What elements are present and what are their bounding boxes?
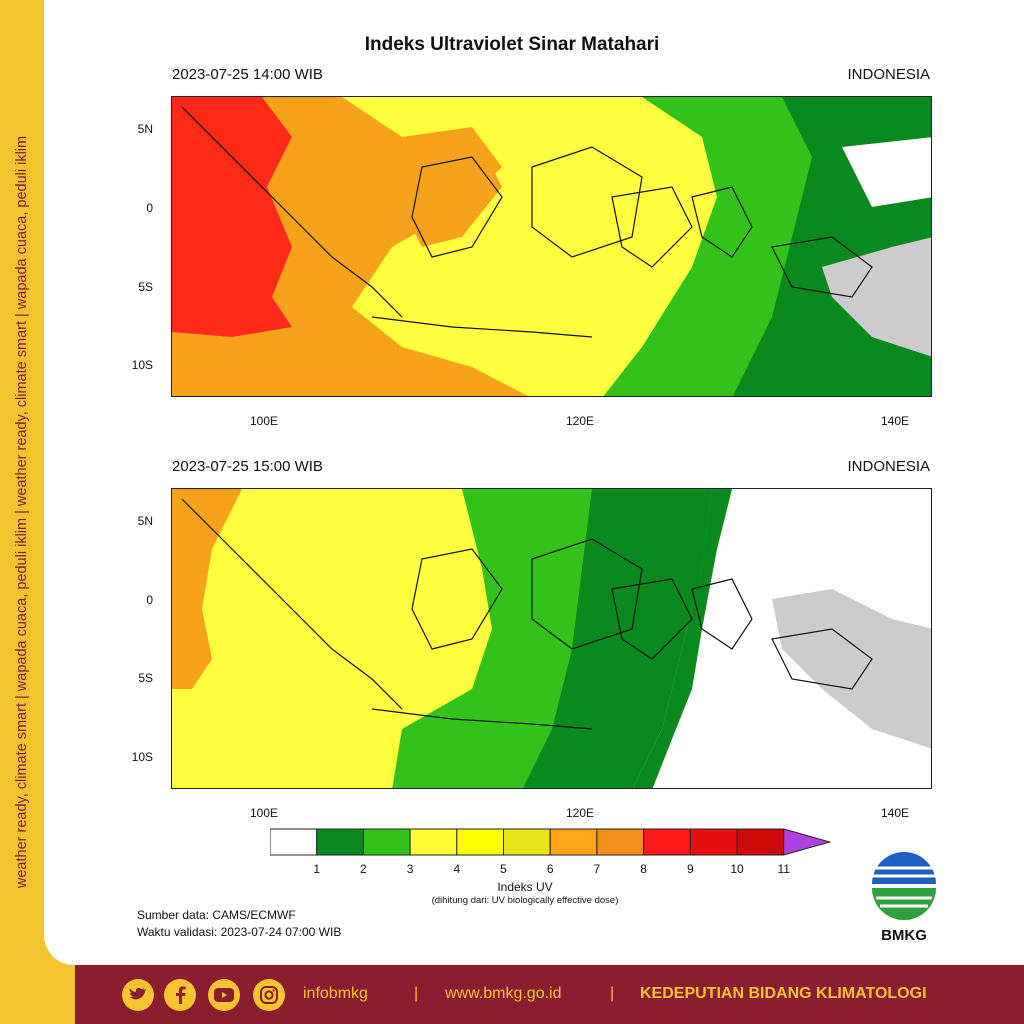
colorbar-tick-label: 2 <box>360 862 367 876</box>
colorbar-cell <box>643 828 691 856</box>
map2-papua-land <box>772 589 931 749</box>
map1-zone-white <box>842 137 931 207</box>
map2-lat-10s: 10S <box>131 750 153 764</box>
colorbar-tick-label: 7 <box>593 862 601 876</box>
page-title: Indeks Ultraviolet Sinar Matahari <box>364 34 660 55</box>
colorbar-extend-arrow <box>783 828 832 856</box>
map1-region: INDONESIA <box>847 66 930 83</box>
map2-lon-140e: 140E <box>881 806 910 820</box>
youtube-icon[interactable] <box>208 979 240 1011</box>
sidebar-slogan: weather ready, climate smart | wapada cu… <box>14 135 30 889</box>
footer-separator-2: | <box>610 985 615 1002</box>
colorbar-cell <box>270 828 318 856</box>
colorbar-tick-label: 3 <box>406 862 414 876</box>
colorbar-title: Indeks UV <box>497 880 553 894</box>
map1-coastlines <box>181 106 873 338</box>
map1-lat-5s: 5S <box>138 280 153 294</box>
colorbar-cell <box>689 828 738 856</box>
footer-corner <box>0 965 75 1024</box>
map2-zone-green <box>522 489 712 788</box>
map2-uv-field <box>172 489 931 788</box>
colorbar-cell <box>456 828 505 856</box>
map2-uv-map <box>171 488 932 789</box>
validity-time: Waktu validasi: 2023-07-24 07:00 WIB <box>137 925 342 939</box>
map1-papua-land <box>822 237 931 357</box>
map2-lat-5n: 5N <box>137 514 153 528</box>
map2-datetime: 2023-07-25 15:00 WIB <box>172 458 323 475</box>
map2-zone-yellow2 <box>362 499 492 599</box>
social-handle[interactable]: infobmkg <box>303 985 368 1002</box>
colorbar-cell <box>503 828 551 856</box>
colorbar-tick-label: 9 <box>686 862 694 876</box>
colorbar-subtitle: (dihitung dari: UV biologically effectiv… <box>431 895 619 906</box>
map2-lat-5s: 5S <box>138 671 153 685</box>
map1-datetime: 2023-07-25 14:00 WIB <box>172 66 323 83</box>
colorbar-tick-label: 8 <box>640 862 647 876</box>
colorbar-cell <box>409 828 458 856</box>
map1-zone-red <box>172 97 292 337</box>
uv-colorbar <box>270 828 832 856</box>
map2-region: INDONESIA <box>847 458 930 475</box>
footer-separator-1: | <box>414 985 419 1002</box>
sidebar-strip: weather ready, climate smart | wapada cu… <box>0 0 44 1024</box>
colorbar-cell <box>362 828 411 856</box>
facebook-icon[interactable] <box>164 979 196 1011</box>
instagram-icon[interactable] <box>253 979 285 1011</box>
colorbar-cell <box>736 828 785 856</box>
map1-uv-field <box>172 97 931 396</box>
colorbar-tick-label: 4 <box>453 862 461 876</box>
map2-zone-orange <box>172 489 242 689</box>
bmkg-logo-text: BMKG <box>881 927 927 944</box>
map1-lon-140e: 140E <box>881 414 910 428</box>
map1-lat-5n: 5N <box>137 122 153 136</box>
colorbar-tick-label: 5 <box>500 862 507 876</box>
map1-zone-orange2 <box>402 147 502 247</box>
map1-lon-100e: 100E <box>250 414 279 428</box>
colorbar-tick-label: 6 <box>546 862 554 876</box>
colorbar-tick-label: 11 <box>777 862 790 876</box>
source-data: Sumber data: CAMS/ECMWF <box>137 908 296 922</box>
map2-zone-green2 <box>632 489 732 788</box>
map1-lon-120e: 120E <box>566 414 595 428</box>
source-info: Sumber data: CAMS/ECMWF Waktu validasi: … <box>137 907 341 941</box>
map1-uv-map <box>171 96 932 397</box>
department-name: KEDEPUTIAN BIDANG KLIMATOLOGI <box>640 985 927 1002</box>
map1-lat-0: 0 <box>146 201 153 215</box>
twitter-icon[interactable] <box>122 979 154 1011</box>
map2-coastlines <box>181 498 873 730</box>
bmkg-logo: BMKG <box>866 850 942 946</box>
colorbar-tick-label: 1 <box>313 862 321 876</box>
bmkg-emblem-icon <box>872 852 936 920</box>
colorbar-tick-label: 10 <box>730 862 744 876</box>
map2-lon-120e: 120E <box>566 806 595 820</box>
map2-lon-100e: 100E <box>250 806 279 820</box>
colorbar-cell <box>596 828 645 856</box>
map2-lat-0: 0 <box>146 593 153 607</box>
colorbar-cell <box>549 828 598 856</box>
map1-lat-10s: 10S <box>131 358 153 372</box>
website-link[interactable]: www.bmkg.go.id <box>445 985 562 1002</box>
colorbar-cell <box>316 828 364 856</box>
